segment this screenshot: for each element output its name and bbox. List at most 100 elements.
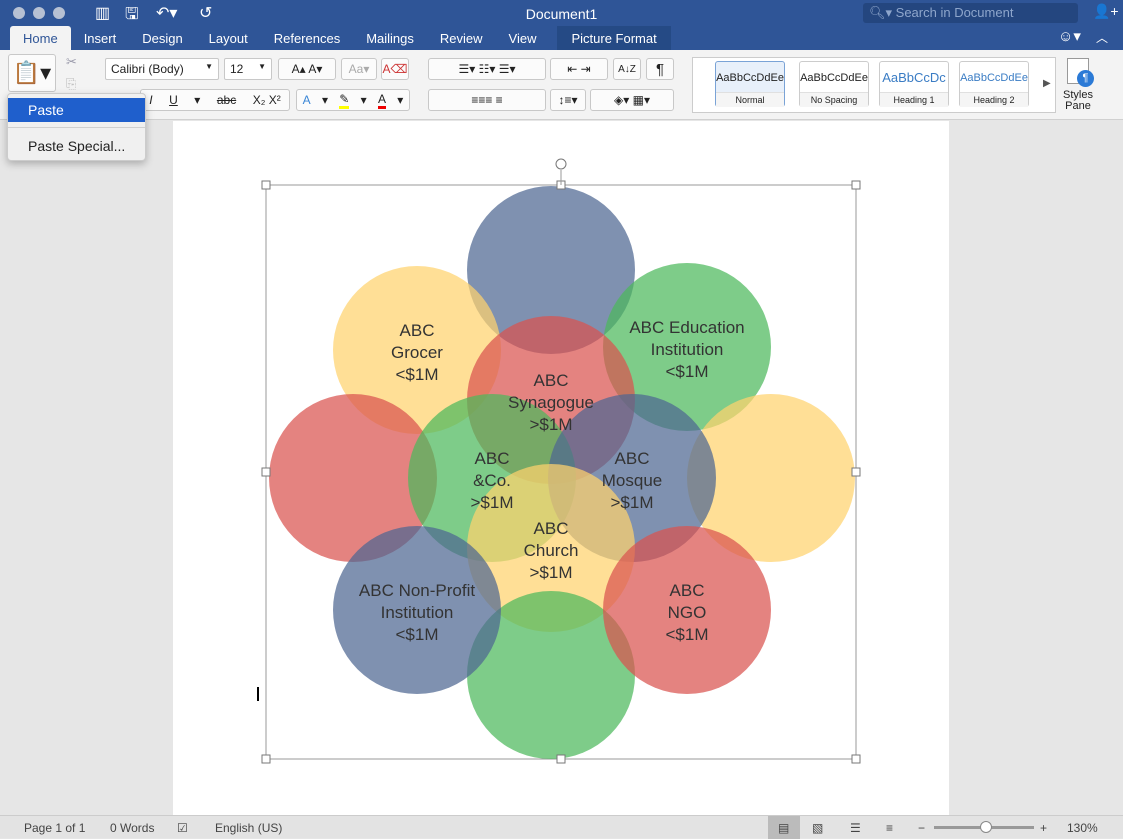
venn-circle-red <box>603 526 771 694</box>
venn-circle-blue <box>333 526 501 694</box>
menu-item-paste-special[interactable]: Paste Special... <box>8 134 145 158</box>
tab-mailings[interactable]: Mailings <box>366 31 414 46</box>
paste-dropdown-menu: Paste Paste Special... <box>7 93 146 161</box>
paste-button[interactable]: 📋▾ <box>8 54 56 92</box>
web-layout-icon[interactable]: ▧ <box>812 821 824 835</box>
list-buttons[interactable]: ☰▾ ☷▾ ☰▾ <box>428 58 546 80</box>
style-sample: AaBbCcDdEe <box>716 72 784 84</box>
circle-label: Institution <box>651 340 724 359</box>
resize-handle[interactable] <box>851 754 861 764</box>
zoom-window-button[interactable] <box>53 7 65 19</box>
print-layout-view-button[interactable] <box>768 816 800 839</box>
style-normal[interactable]: AaBbCcDdEe Normal <box>715 61 785 107</box>
proofing-icon[interactable]: ☑ <box>177 821 188 835</box>
sort-button[interactable]: A↓Z <box>613 58 641 80</box>
copy-icon[interactable]: ⎘ <box>66 76 77 91</box>
tab-home[interactable]: Home <box>10 26 71 50</box>
style-heading-1[interactable]: AaBbCcDc Heading 1 <box>879 61 949 107</box>
print-layout-icon: ▤ <box>778 821 790 835</box>
line-spacing-button[interactable]: ↕≡▾ <box>550 89 586 111</box>
status-bar: Page 1 of 1 0 Words ☑ English (US) ▤ ▧ ☰… <box>0 815 1123 839</box>
cut-icon[interactable]: ✂ <box>66 54 77 69</box>
shading-borders-buttons[interactable]: ◈▾ ▦▾ <box>590 89 674 111</box>
zoom-slider-thumb[interactable] <box>980 821 992 833</box>
circle-label: >$1M <box>530 563 573 582</box>
tab-insert[interactable]: Insert <box>83 31 117 46</box>
language[interactable]: English (US) <box>215 821 283 835</box>
tab-references[interactable]: References <box>273 31 341 46</box>
circle-label: <$1M <box>666 362 709 381</box>
tab-layout[interactable]: Layout <box>208 31 248 46</box>
venn-circle-green <box>603 263 771 431</box>
menu-divider <box>8 127 145 128</box>
style-name: Normal <box>716 92 784 107</box>
circle-label: >$1M <box>611 493 654 512</box>
circle-label: ABC Non-Profit <box>359 581 475 600</box>
circle-label: ABC <box>670 581 705 600</box>
text-effects-highlight-color-buttons[interactable]: A ▾ ✎ ▾ A ▾ <box>296 89 410 111</box>
font-name-value: Calibri (Body) <box>111 62 184 76</box>
ribbon-tabs: Home Insert Design Layout References Mai… <box>10 26 671 50</box>
title-bar: ▥ 🖫 ↶▾ ↺ Document1 🔍︎▾ Search in Documen… <box>0 0 1123 50</box>
style-sample: AaBbCcDc <box>882 70 946 85</box>
tab-review[interactable]: Review <box>439 31 483 46</box>
undo-icon[interactable]: ↶▾ <box>156 5 178 22</box>
smiley-feedback-icon[interactable]: ☺▾ <box>1058 28 1081 45</box>
resize-handle[interactable] <box>261 754 271 764</box>
circle-label: Mosque <box>602 471 662 490</box>
resize-handle[interactable] <box>261 180 271 190</box>
redo-icon[interactable]: ↺ <box>199 5 213 22</box>
alignment-buttons[interactable]: ≡ ≡ ≡ ≡ <box>428 89 546 111</box>
tab-picture-format[interactable]: Picture Format <box>557 26 671 50</box>
resize-handle[interactable] <box>851 467 861 477</box>
zoom-in-button[interactable]: + <box>1040 821 1048 835</box>
outline-view-icon[interactable]: ☰ <box>850 821 861 835</box>
styles-pane-button[interactable]: ¶ Styles Pane <box>1060 58 1096 112</box>
circle-label: <$1M <box>666 625 709 644</box>
close-window-button[interactable] <box>13 7 25 19</box>
word-count[interactable]: 0 Words <box>110 821 155 835</box>
style-sample: AaBbCcDdEe <box>960 72 1028 84</box>
circle-label: Church <box>524 541 579 560</box>
circle-label: <$1M <box>396 365 439 384</box>
styles-pane-label: Styles Pane <box>1063 89 1093 112</box>
circle-label: <$1M <box>396 625 439 644</box>
menu-item-label: Paste Special... <box>28 138 126 154</box>
style-name: Heading 1 <box>880 92 948 107</box>
style-name: Heading 2 <box>960 92 1028 107</box>
rotate-handle-icon[interactable] <box>555 158 567 170</box>
zoom-level[interactable]: 130% <box>1067 821 1098 835</box>
sidebar-icon[interactable]: ▥ <box>95 5 111 22</box>
font-size-select[interactable]: 12 ▼ <box>224 58 272 80</box>
show-formatting-button[interactable]: ¶ <box>646 58 674 80</box>
circle-label: ABC Education <box>629 318 744 337</box>
venn-diagram-picture[interactable]: ABC Grocer <$1M ABC Education Institution <$1… <box>173 121 949 815</box>
draft-view-icon[interactable]: ≡ <box>886 821 894 835</box>
circle-label: ABC <box>534 519 569 538</box>
save-icon[interactable]: 🖫 <box>125 6 139 23</box>
page-count[interactable]: Page 1 of 1 <box>24 821 86 835</box>
search-input[interactable]: 🔍︎▾ Search in Document <box>863 3 1078 23</box>
collapse-ribbon-icon[interactable]: ︿ <box>1096 31 1109 45</box>
minimize-window-button[interactable] <box>33 7 45 19</box>
resize-handle[interactable] <box>261 467 271 477</box>
circle-label: ABC <box>475 449 510 468</box>
tab-view[interactable]: View <box>508 31 537 46</box>
menu-item-paste[interactable]: Paste <box>8 98 145 122</box>
style-no-spacing[interactable]: AaBbCcDdEe No Spacing <box>799 61 869 107</box>
document-page[interactable]: ABC Grocer <$1M ABC Education Institution <$1… <box>173 121 949 815</box>
change-case-button[interactable]: Aa▾ <box>341 58 377 80</box>
zoom-out-button[interactable]: − <box>918 821 926 835</box>
font-grow-shrink-buttons[interactable]: A▴ A▾ <box>278 58 336 80</box>
font-name-select[interactable]: Calibri (Body) ▼ <box>105 58 219 80</box>
resize-handle[interactable] <box>851 180 861 190</box>
share-icon[interactable]: 👤+ <box>1093 3 1119 19</box>
resize-handle[interactable] <box>556 754 566 764</box>
circle-label: Grocer <box>391 343 443 362</box>
indent-buttons[interactable]: ⇤ ⇥ <box>550 58 608 80</box>
clear-formatting-icon[interactable]: A⌫ <box>381 58 409 80</box>
styles-more-arrow-icon[interactable]: ▶ <box>1043 78 1051 89</box>
font-style-buttons[interactable]: I U ▾ abc X₂ X² <box>140 89 290 111</box>
style-heading-2[interactable]: AaBbCcDdEe Heading 2 <box>959 61 1029 107</box>
tab-design[interactable]: Design <box>142 31 183 46</box>
